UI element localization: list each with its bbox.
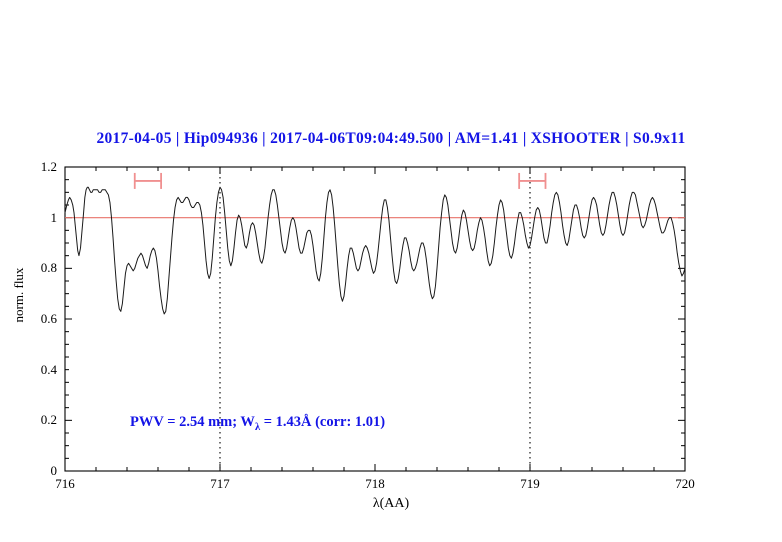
annotation-prefix: PWV = 2.54 mm; W xyxy=(130,414,255,430)
pwv-annotation: PWV = 2.54 mm; Wλ = 1.43Å (corr: 1.01) xyxy=(130,414,385,433)
y-tick-label: 0.4 xyxy=(40,361,57,377)
x-tick-label: 717 xyxy=(210,476,230,491)
x-axis-label: λ(AA) xyxy=(372,496,410,511)
x-tick-label: 720 xyxy=(675,476,695,491)
tick-marks xyxy=(64,166,686,472)
x-tick-label: 716 xyxy=(55,476,75,491)
annotation-suffix: = 1.43Å (corr: 1.01) xyxy=(260,414,386,430)
y-tick-label: 1 xyxy=(50,209,58,225)
y-tick-label: 0.2 xyxy=(40,412,57,428)
spectrum-line-1 xyxy=(64,186,686,315)
plot-title: 2017-04-05 | Hip094936 | 2017-04-06T09:0… xyxy=(96,130,686,147)
y-tick-label: 1.2 xyxy=(40,159,57,174)
y-tick-label: 0.6 xyxy=(40,311,57,326)
y-tick-label: 0 xyxy=(50,463,58,478)
annotation-subscript: λ xyxy=(254,421,261,433)
y-tick-label: 0.8 xyxy=(40,260,57,276)
x-tick-label: 718 xyxy=(365,476,385,491)
x-tick-label: 719 xyxy=(520,476,540,491)
range-marker-bracket-2 xyxy=(518,172,547,189)
range-marker-bracket-1 xyxy=(133,172,163,189)
y-axis-label: norm. flux xyxy=(11,267,26,323)
